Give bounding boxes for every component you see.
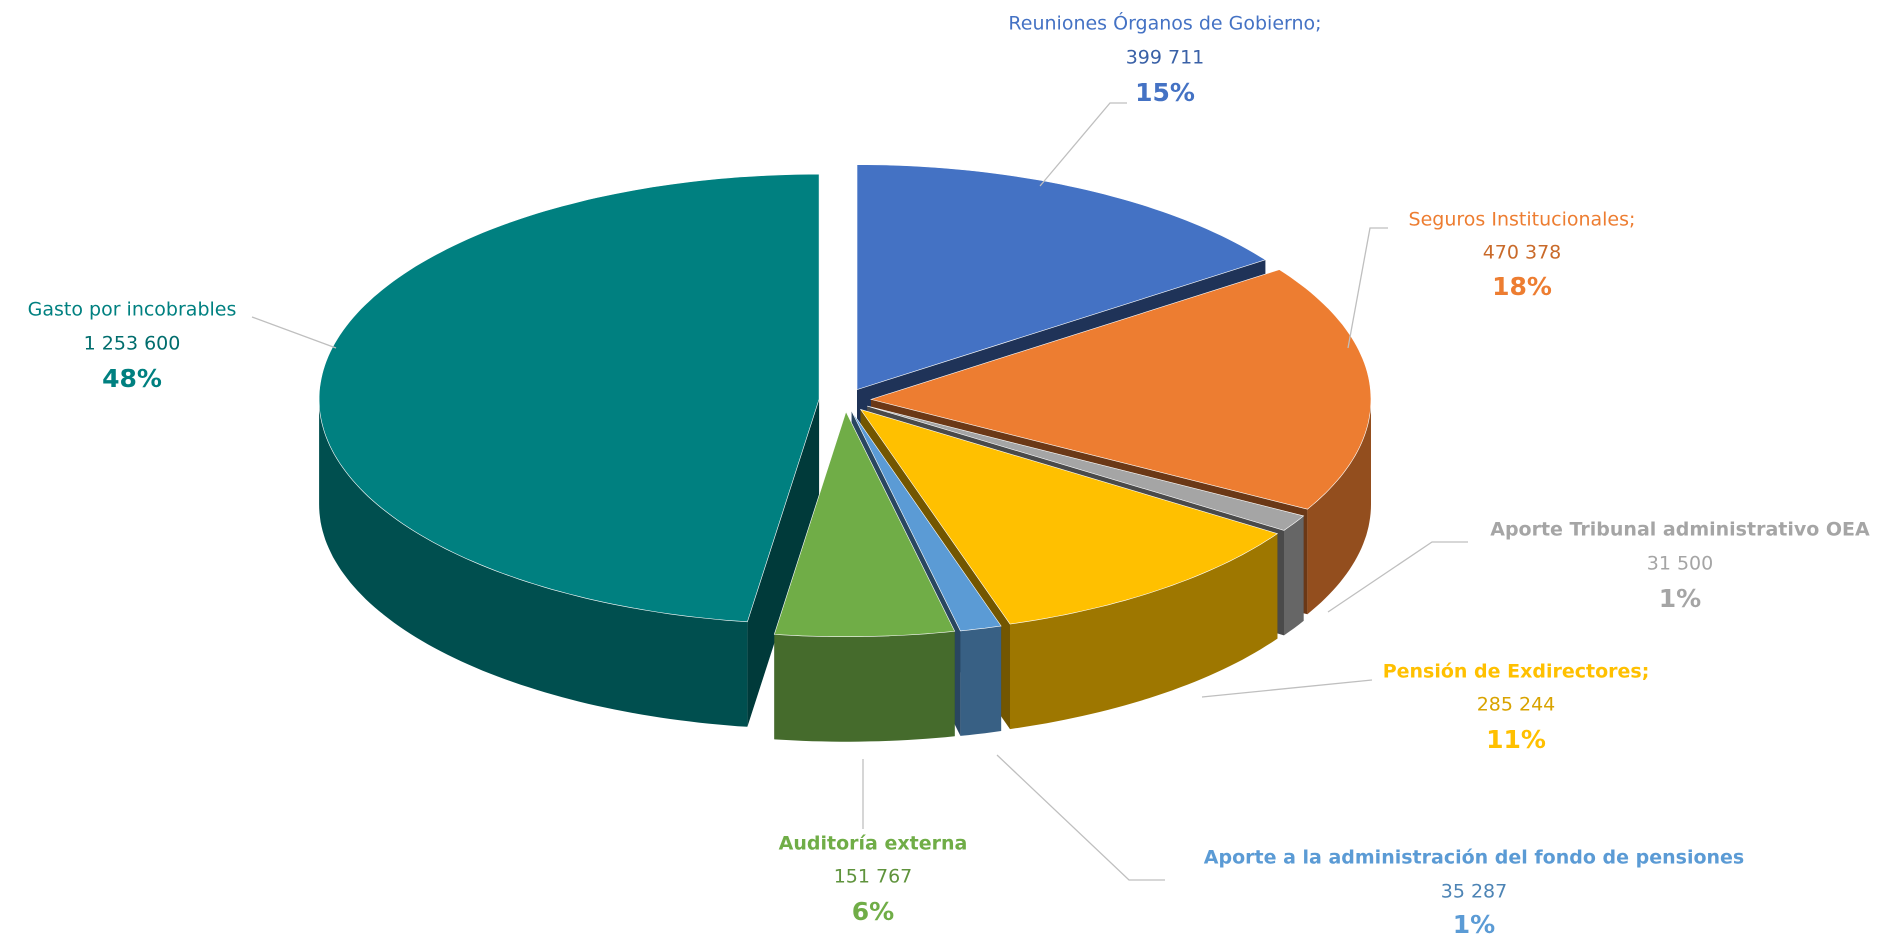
- value-label: 35 287: [1441, 881, 1507, 903]
- slice: [867, 405, 1305, 531]
- value-label: 1 253 600: [84, 333, 181, 355]
- value-label: 31 500: [1647, 553, 1713, 575]
- slice: [773, 410, 956, 637]
- slice-side: [747, 399, 820, 727]
- category-label: Seguros Institucionales;: [1409, 209, 1636, 231]
- value-label: 151 767: [834, 866, 913, 888]
- slice-rim: [1284, 515, 1304, 636]
- percentage-label: 48%: [102, 364, 162, 393]
- slice: [318, 173, 820, 623]
- leader-line: [996, 754, 1165, 881]
- value-label: 399 711: [1126, 47, 1205, 69]
- leader-line: [1039, 102, 1127, 187]
- slice-rim: [319, 399, 748, 727]
- percentage-label: 1%: [1659, 584, 1701, 613]
- leader-line: [251, 316, 337, 349]
- category-label: Auditoría externa: [779, 833, 968, 855]
- value-label: 470 378: [1483, 242, 1562, 264]
- category-label: Pensión de Exdirectores;: [1383, 661, 1650, 683]
- value-label: 285 244: [1477, 694, 1556, 716]
- percentage-label: 18%: [1492, 272, 1552, 301]
- slice-rim: [1307, 399, 1371, 615]
- slice: [859, 408, 1279, 625]
- percentage-label: 11%: [1486, 725, 1546, 754]
- slice-rim: [960, 626, 1002, 736]
- slice: [856, 164, 1267, 391]
- category-label: Aporte a la administración del fondo de …: [1204, 847, 1744, 869]
- category-label: Reuniones Órganos de Gobierno;: [1008, 11, 1321, 35]
- category-label: Aporte Tribunal administrativo OEA: [1490, 519, 1870, 541]
- percentage-label: 6%: [852, 897, 894, 926]
- slice: [869, 269, 1372, 510]
- leader-line: [1201, 679, 1373, 698]
- leader-line: [1327, 541, 1468, 613]
- percentage-label: 1%: [1453, 910, 1495, 939]
- slice-rim: [774, 631, 955, 742]
- slice-rim: [1010, 533, 1278, 730]
- slice: [851, 411, 1002, 632]
- category-label: Gasto por incobrables: [28, 299, 237, 321]
- leader-line: [1347, 227, 1388, 349]
- percentage-label: 15%: [1135, 78, 1195, 107]
